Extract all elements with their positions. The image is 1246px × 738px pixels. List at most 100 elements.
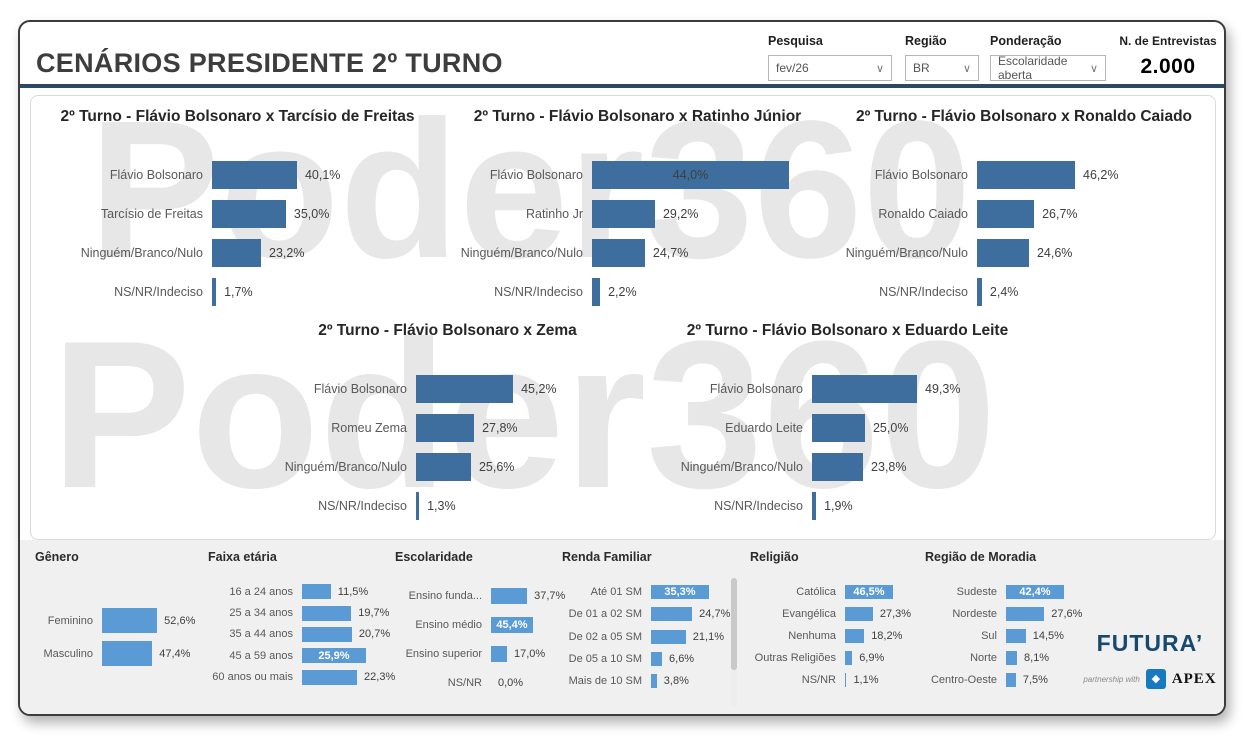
chart-education: Escolaridade Ensino funda... 37,7% Ensino m…	[388, 550, 565, 697]
bar[interactable]	[651, 674, 657, 689]
category-label: Nordeste	[952, 608, 997, 620]
bar[interactable]	[212, 199, 286, 228]
bar-track: 27,3%	[845, 603, 911, 625]
partnership-text: partnership with	[1083, 674, 1140, 684]
bar[interactable]: 44,0%	[592, 160, 789, 189]
scrollbar-thumb[interactable]	[731, 578, 737, 670]
bar[interactable]	[592, 238, 645, 267]
bar[interactable]	[491, 645, 507, 662]
bar-row: De 05 a 10 SM 6,6%	[554, 648, 709, 670]
bar[interactable]	[812, 452, 864, 481]
bar[interactable]	[302, 605, 352, 621]
bar-track: 52,6%	[102, 604, 195, 637]
bar[interactable]	[102, 641, 153, 666]
filter-dropdown[interactable]: BR ∨	[905, 55, 979, 81]
bar-track: 2,2%	[592, 272, 837, 311]
diamond-icon: ◆	[1145, 669, 1166, 689]
bar[interactable]	[845, 629, 865, 643]
value-label: 20,7%	[358, 628, 391, 641]
bar[interactable]: 25,9%	[302, 648, 366, 664]
category-label: Católica	[796, 586, 836, 598]
bar[interactable]	[651, 629, 686, 644]
filter-dropdown[interactable]: fev/26 ∨	[768, 55, 892, 81]
bar[interactable]	[212, 160, 297, 189]
bar[interactable]	[212, 238, 262, 267]
value-label: 45,4%	[496, 618, 528, 631]
chart-scenario-caiado: 2º Turno - Flávio Bolsonaro x Ronaldo Ca…	[833, 108, 1215, 311]
category-label: Ninguém/Branco/Nulo	[80, 245, 203, 260]
bar[interactable]	[416, 491, 420, 520]
bar[interactable]	[812, 413, 865, 442]
bar-row: Outras Religiões 6,9%	[742, 647, 893, 669]
bar[interactable]	[1006, 629, 1026, 643]
bar-track: 20,7%	[302, 624, 390, 645]
chart-gender: Gênero Feminino 52,6% Masculino 47,4%	[22, 550, 195, 670]
bar[interactable]	[592, 277, 601, 306]
bar-track: 11,5%	[302, 581, 368, 602]
category-label: Flávio Bolsonaro	[874, 167, 968, 182]
bar-row: Eduardo Leite 25,0%	[650, 408, 1045, 447]
category-label: De 02 a 05 SM	[568, 630, 642, 643]
category-label: NS/NR	[447, 676, 482, 689]
bar[interactable]: 42,4%	[1006, 585, 1064, 599]
filter-dropdown[interactable]: Escolaridade aberta ∨	[990, 54, 1106, 82]
bar[interactable]	[977, 199, 1035, 228]
bar[interactable]	[416, 413, 475, 442]
bar[interactable]	[416, 374, 514, 403]
filter-label: Ponderação	[990, 34, 1062, 48]
bar-track: 27,6%	[1006, 603, 1082, 625]
bar[interactable]	[812, 374, 918, 403]
bar-row: Ninguém/Branco/Nulo 23,8%	[650, 447, 1045, 486]
bar-track: 29,2%	[592, 194, 837, 233]
bar-track: 6,9%	[845, 647, 893, 669]
chart-title: Religião	[750, 550, 799, 564]
bar[interactable]	[302, 584, 331, 600]
bar[interactable]	[1006, 651, 1018, 665]
bar[interactable]: 35,3%	[651, 585, 709, 600]
category-label: NS/NR/Indeciso	[714, 498, 803, 513]
bar-row: Ronaldo Caiado 26,7%	[833, 194, 1215, 233]
category-label: Ronaldo Caiado	[878, 206, 968, 221]
chart-title: 2º Turno - Flávio Bolsonaro x Eduardo Le…	[686, 322, 1009, 339]
value-label: 27,3%	[879, 608, 912, 620]
bar[interactable]	[845, 607, 873, 621]
bar[interactable]: 46,5%	[845, 585, 893, 599]
bar[interactable]	[977, 238, 1029, 267]
bar[interactable]	[212, 277, 217, 306]
bar[interactable]	[651, 652, 663, 667]
bar-track: 45,2%	[416, 369, 654, 408]
bar-row: De 01 a 02 SM 24,7%	[554, 603, 730, 625]
category-label: Norte	[970, 652, 997, 664]
bar[interactable]	[302, 626, 352, 642]
bar[interactable]	[977, 160, 1075, 189]
bar[interactable]: 45,4%	[491, 616, 533, 633]
chart-title: 2º Turno - Flávio Bolsonaro x Tarcísio d…	[60, 108, 415, 125]
chart-scenario-leite: 2º Turno - Flávio Bolsonaro x Eduardo Le…	[650, 322, 1045, 525]
dashboard-card: CENÁRIOS PRESIDENTE 2º TURNO Pesquisa fev…	[18, 20, 1226, 716]
bar[interactable]	[1006, 673, 1016, 687]
chart-title: Faixa etária	[208, 550, 277, 564]
bar[interactable]	[977, 277, 982, 306]
bar-row: Sul 14,5%	[908, 625, 1064, 647]
bar[interactable]	[812, 491, 817, 520]
chart-title: Renda Familiar	[562, 550, 652, 564]
value-label: 44,0%	[672, 167, 709, 182]
bar[interactable]	[845, 673, 847, 687]
bar[interactable]	[651, 607, 693, 622]
bar[interactable]	[845, 651, 853, 665]
value-label: 24,6%	[1036, 245, 1073, 260]
category-label: 25 a 34 anos	[229, 607, 293, 620]
bar-track: 24,6%	[977, 233, 1222, 272]
bar[interactable]	[302, 669, 358, 685]
interviews-value: 2.000	[1140, 55, 1196, 78]
value-label: 23,8%	[871, 459, 907, 474]
bar[interactable]	[102, 608, 158, 633]
value-label: 1,3%	[427, 498, 456, 513]
bar[interactable]	[416, 452, 471, 481]
chart-title: 2º Turno - Flávio Bolsonaro x Ratinho Jú…	[473, 108, 802, 125]
bar[interactable]	[491, 587, 528, 604]
bar[interactable]	[1006, 607, 1045, 621]
value-label: 1,7%	[224, 284, 253, 299]
bar[interactable]	[592, 199, 655, 228]
